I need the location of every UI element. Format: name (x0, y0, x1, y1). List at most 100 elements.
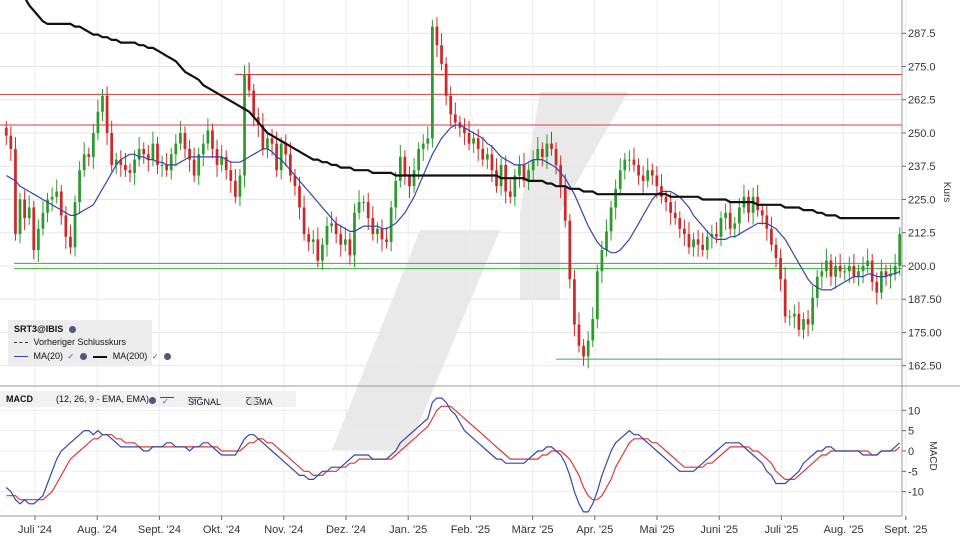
candle-body (737, 207, 741, 224)
candle-body (774, 244, 778, 258)
candle-body (724, 212, 727, 219)
candle-body (655, 175, 659, 187)
candle-body (614, 188, 618, 208)
price-tick-label: 275.0 (908, 61, 936, 73)
candle-body (169, 154, 173, 171)
candle-body (183, 132, 187, 149)
candle-body (898, 234, 902, 266)
candle-body (243, 74, 246, 176)
candle-body (802, 319, 805, 330)
candle-body (600, 250, 604, 272)
candle-body (334, 223, 338, 235)
candle-body (861, 265, 865, 272)
candle-body (110, 132, 114, 165)
candle-body (605, 231, 608, 251)
legend-ma200-label: MA(200) (112, 351, 148, 361)
month-tick-label: Jan. '25 (389, 524, 427, 536)
candle-body (174, 143, 178, 155)
macd-legend-params: (12, 26, 9 - EMA, EMA) (56, 394, 150, 404)
settings-icon[interactable] (164, 353, 172, 361)
candle-body (124, 164, 127, 171)
candle-body (192, 159, 196, 176)
check-icon[interactable]: ✓ (162, 397, 169, 406)
month-tick-label: Sept. '25 (884, 524, 927, 536)
candle-body (550, 143, 553, 149)
candle-body (284, 143, 288, 155)
candle-body (156, 143, 159, 165)
candle-body (91, 132, 95, 157)
candle-body (609, 207, 613, 232)
candle-body (444, 63, 448, 96)
price-tick-label: 237.5 (908, 161, 936, 173)
candle-body (820, 271, 824, 277)
candle-body (476, 138, 480, 149)
candle-body (701, 244, 705, 251)
candle-body (499, 164, 503, 187)
candle-body (32, 207, 36, 251)
candle-body (408, 175, 411, 187)
check-icon[interactable]: ✓ (67, 352, 75, 361)
candle-body (288, 154, 292, 176)
candle-body (463, 127, 466, 133)
candle-body (747, 196, 750, 213)
candle-body (540, 148, 544, 157)
candle-body (591, 319, 595, 341)
candle-body (646, 170, 650, 181)
candle-body (298, 186, 301, 208)
candle-body (536, 148, 540, 160)
candle-body (252, 90, 256, 118)
legend-prev-close-label: Vorheriger Schlusskurs (33, 337, 127, 347)
check-icon[interactable]: ✓ (151, 352, 159, 361)
candle-body (770, 228, 773, 245)
check-icon[interactable]: ✓ (190, 397, 197, 406)
candle-body (421, 143, 425, 149)
price-legend: SRT3@IBIS Vorheriger Schlusskurs MA(20) … (8, 320, 172, 366)
candle-body (403, 156, 407, 176)
osma-toggle-icon[interactable] (249, 397, 256, 404)
candle-body (376, 228, 379, 235)
candle-body (426, 138, 430, 144)
candle-body (843, 271, 847, 273)
candle-body (765, 215, 769, 229)
legend-prev-close: Vorheriger Schlusskurs (14, 337, 126, 347)
candle-body (618, 170, 622, 189)
candle-body (705, 236, 709, 251)
month-tick-label: Dez. '24 (326, 524, 366, 536)
candle-body (307, 234, 311, 243)
macd-tick-label: 10 (908, 405, 920, 417)
candle-body (4, 127, 8, 136)
candle-body (385, 239, 388, 243)
candle-body (18, 199, 22, 235)
price-tick-label: 225.0 (908, 194, 936, 206)
candle-body (453, 114, 457, 123)
candle-body (751, 196, 755, 213)
candle-body (440, 45, 443, 64)
candle-body (293, 175, 297, 187)
candle-body (582, 345, 585, 357)
candlesticks (4, 17, 902, 369)
candle-body (573, 279, 576, 325)
signal-label: SIGNAL (188, 397, 222, 407)
candle-body (545, 143, 549, 157)
candle-body (554, 148, 558, 165)
month-tick-label: Nov. '24 (264, 524, 303, 536)
candle-body (311, 239, 315, 243)
settings-icon[interactable] (149, 397, 156, 404)
candle-body (142, 148, 146, 155)
candle-body (50, 196, 54, 200)
candle-body (339, 234, 343, 245)
candle-body (96, 111, 100, 133)
osma-label: OSMA (246, 397, 273, 407)
month-tick-label: Okt. '24 (203, 524, 241, 536)
price-tick-label: 212.5 (908, 228, 936, 240)
macd-panel (5, 397, 901, 513)
settings-icon[interactable] (79, 353, 87, 361)
info-icon[interactable] (68, 326, 76, 334)
candle-body (224, 156, 228, 171)
candle-body (321, 244, 324, 261)
candle-body (362, 202, 366, 204)
candle-body (46, 199, 49, 213)
candle-body (852, 265, 856, 277)
candle-body (160, 164, 164, 166)
